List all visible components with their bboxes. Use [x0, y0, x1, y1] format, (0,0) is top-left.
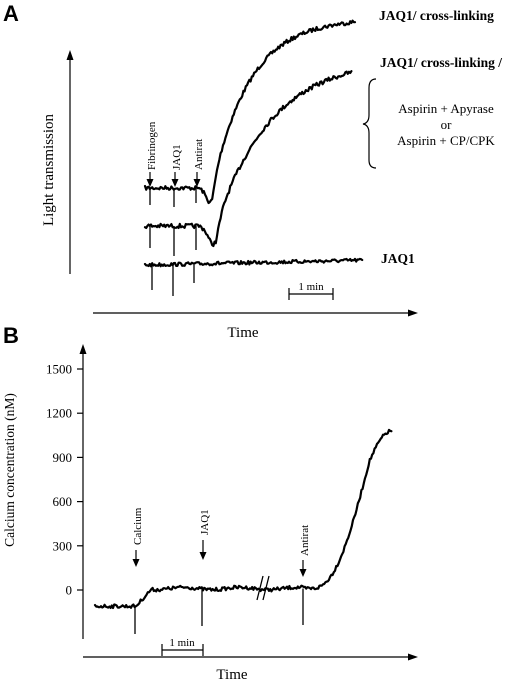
series-a3-trace: [143, 257, 364, 268]
down-arrow-icon: [132, 559, 140, 567]
y-tick-label-1500: 1500: [46, 362, 72, 377]
down-arrow-icon: [146, 179, 154, 187]
treatment-line-3: Aspirin + CP/CPK: [397, 133, 495, 148]
panel-a: A Light transmission Time Fibrinogen JAQ…: [3, 1, 502, 341]
series-a1-trace: [143, 19, 357, 205]
treatment-line-2: or: [441, 117, 453, 132]
y-tick-label-900: 900: [53, 450, 73, 465]
marker-antirat-a-label: Antirat: [193, 139, 205, 170]
down-arrow-icon: [199, 552, 207, 560]
down-arrow-icon: [193, 179, 201, 187]
treatment-bracket: [362, 78, 377, 169]
panel-a-x-label: Time: [227, 325, 258, 341]
treatment-line-1: Aspirin + Apyrase: [398, 101, 494, 116]
y-tick-label-0: 0: [66, 583, 73, 598]
y-tick-label-1200: 1200: [46, 406, 72, 421]
y-tick-label-300: 300: [53, 538, 73, 553]
series-a3-label: JAQ1: [381, 251, 415, 266]
down-arrow-icon: [299, 569, 307, 577]
panel-b-x-arrow: [408, 653, 418, 661]
marker-calcium: Calcium: [132, 507, 144, 567]
marker-fibrinogen-label: Fibrinogen: [146, 121, 158, 170]
panel-a-y-arrow: [66, 50, 74, 60]
marker-fibrinogen: Fibrinogen: [146, 121, 158, 187]
panel-b-scale-bar: 1 min: [161, 637, 204, 656]
down-arrow-icon: [171, 179, 179, 187]
series-b-trace: [93, 428, 393, 610]
panel-b-y-label: Calcium concentration (nM): [2, 393, 17, 547]
panel-a-scale-bar: 1 min: [288, 281, 334, 300]
panel-b-scale-bar-label: 1 min: [169, 637, 195, 649]
marker-calcium-label: Calcium: [132, 507, 144, 545]
panel-b-y-ticks: 0 300 600 900 1200 1500: [46, 362, 83, 598]
y-tick-label-600: 600: [53, 494, 73, 509]
marker-antirat-b: Antirat: [299, 525, 311, 577]
panel-b-x-label: Time: [216, 667, 247, 683]
panel-a-y-label: Light transmission: [41, 113, 57, 226]
panel-a-scale-bar-label: 1 min: [298, 281, 324, 293]
series-a1-label: JAQ1/ cross-linking: [379, 8, 494, 23]
marker-antirat-b-label: Antirat: [299, 525, 311, 556]
panel-b-addition-spikes: [134, 588, 304, 634]
panel-b-letter: B: [3, 323, 19, 348]
panel-a-x-arrow: [408, 309, 418, 317]
panel-b: B 0 300 600 900 1200 1500 Calcium concentrati…: [2, 323, 418, 683]
panel-b-y-arrow: [79, 344, 87, 354]
series-a2-label: JAQ1/ cross-linking /: [380, 55, 502, 70]
axis-break-icon: [256, 575, 270, 601]
panel-a-letter: A: [3, 1, 19, 26]
marker-antirat-a: Antirat: [193, 139, 205, 187]
marker-jaq1-a: JAQ1: [171, 144, 183, 187]
marker-jaq1-b: JAQ1: [199, 509, 211, 560]
marker-jaq1-a-label: JAQ1: [171, 144, 183, 170]
marker-jaq1-b-label: JAQ1: [199, 509, 211, 535]
panel-a-addition-spikes: [149, 188, 197, 296]
series-a2-trace: [143, 70, 353, 248]
